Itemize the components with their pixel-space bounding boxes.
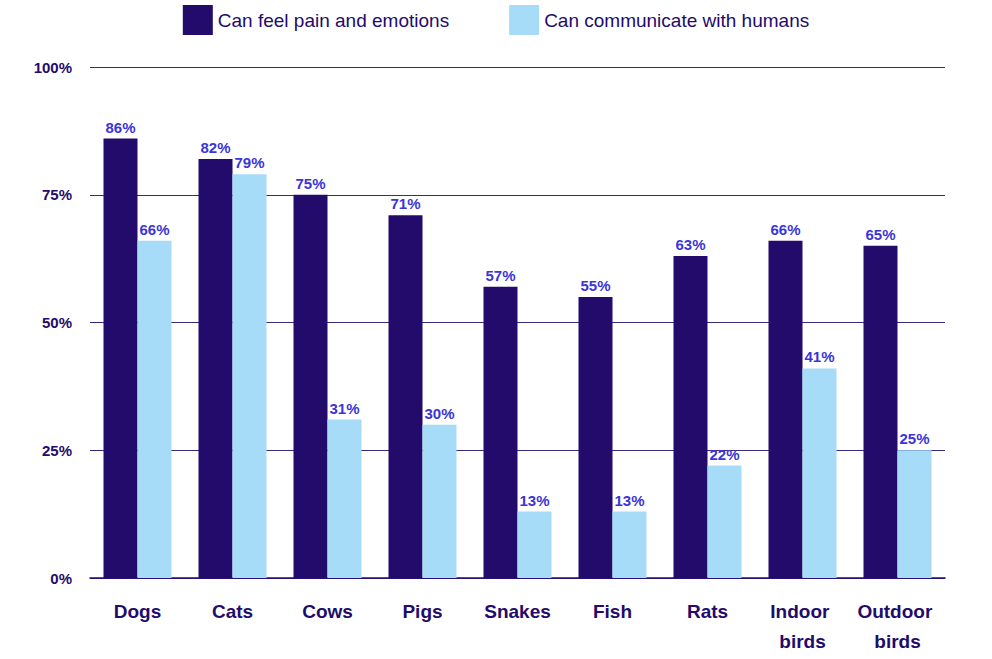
svg-text:Can communicate with humans: Can communicate with humans (544, 10, 809, 31)
svg-text:86%: 86% (105, 119, 135, 136)
svg-text:birds: birds (779, 631, 825, 652)
svg-text:Fish: Fish (593, 601, 632, 622)
svg-text:65%: 65% (865, 226, 895, 243)
svg-text:Dogs: Dogs (114, 601, 162, 622)
svg-text:63%: 63% (675, 236, 705, 253)
svg-text:Pigs: Pigs (402, 601, 442, 622)
svg-text:13%: 13% (614, 492, 644, 509)
svg-text:Rats: Rats (687, 601, 728, 622)
svg-text:57%: 57% (485, 267, 515, 284)
svg-text:66%: 66% (139, 221, 169, 238)
svg-text:Cows: Cows (302, 601, 353, 622)
svg-text:Can feel pain and emotions: Can feel pain and emotions (218, 10, 449, 31)
svg-text:0%: 0% (50, 570, 72, 587)
svg-text:50%: 50% (42, 314, 72, 331)
svg-text:Outdoor: Outdoor (857, 601, 937, 622)
svg-text:birds: birds (874, 631, 920, 652)
svg-text:41%: 41% (804, 348, 834, 365)
svg-text:55%: 55% (580, 277, 610, 294)
svg-text:13%: 13% (519, 492, 549, 509)
svg-text:25%: 25% (899, 430, 929, 447)
svg-text:66%: 66% (770, 221, 800, 238)
svg-text:75%: 75% (295, 175, 325, 192)
svg-text:31%: 31% (329, 400, 359, 417)
svg-text:30%: 30% (424, 405, 454, 422)
svg-text:82%: 82% (200, 139, 230, 156)
svg-text:71%: 71% (390, 195, 420, 212)
svg-text:25%: 25% (42, 442, 72, 459)
svg-text:75%: 75% (42, 186, 72, 203)
svg-text:Snakes: Snakes (484, 601, 551, 622)
svg-text:22%: 22% (709, 446, 739, 463)
svg-text:Indoor: Indoor (770, 601, 834, 622)
svg-text:100%: 100% (34, 59, 72, 76)
svg-text:Cats: Cats (212, 601, 253, 622)
svg-text:79%: 79% (234, 154, 264, 171)
